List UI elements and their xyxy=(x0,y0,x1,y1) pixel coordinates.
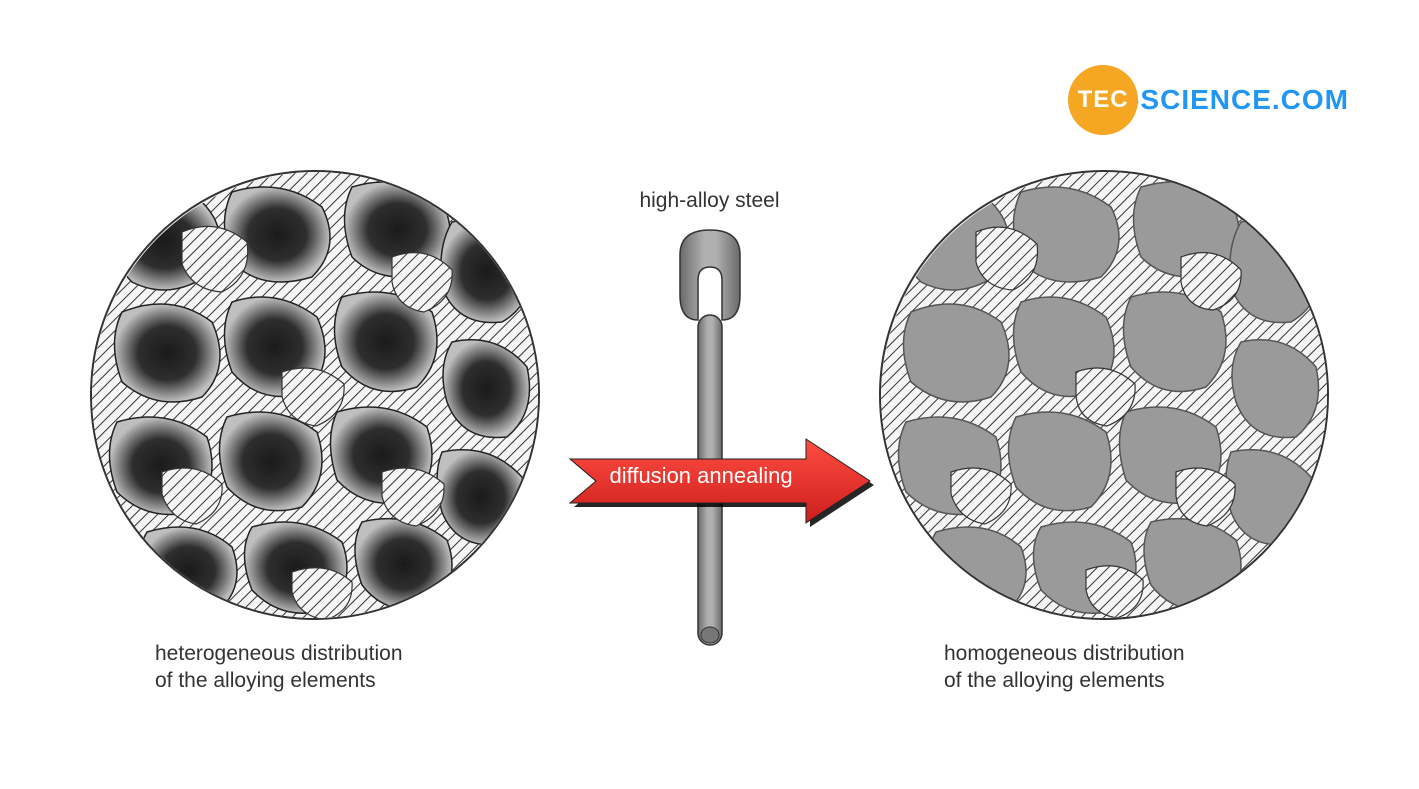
logo: TEC -SCIENCE.COM xyxy=(1068,65,1349,135)
arrow-label: diffusion annealing xyxy=(610,463,793,489)
left-microstructure xyxy=(90,170,540,620)
center-section: high-alloy steel xyxy=(570,189,850,675)
right-caption-line1: homogeneous distribution xyxy=(944,642,1185,665)
center-label: high-alloy steel xyxy=(639,189,779,213)
left-caption: heterogeneous distribution of the alloyi… xyxy=(155,640,475,695)
left-microstructure-svg xyxy=(92,172,540,620)
diagram-container: heterogeneous distribution of the alloyi… xyxy=(0,170,1419,695)
left-section: heterogeneous distribution of the alloyi… xyxy=(90,170,540,695)
left-caption-line2: of the alloying elements xyxy=(155,669,376,692)
right-microstructure-svg xyxy=(881,172,1329,620)
logo-text: -SCIENCE.COM xyxy=(1130,84,1349,116)
arrow-container: diffusion annealing xyxy=(560,435,880,525)
right-caption-line2: of the alloying elements xyxy=(944,669,1165,692)
logo-circle-icon: TEC xyxy=(1068,65,1138,135)
right-section: homogeneous distribution of the alloying… xyxy=(879,170,1329,695)
right-microstructure xyxy=(879,170,1329,620)
wrench-container: diffusion annealing xyxy=(660,225,760,675)
left-caption-line1: heterogeneous distribution xyxy=(155,642,403,665)
right-caption: homogeneous distribution of the alloying… xyxy=(944,640,1264,695)
logo-circle-text: TEC xyxy=(1078,86,1129,114)
